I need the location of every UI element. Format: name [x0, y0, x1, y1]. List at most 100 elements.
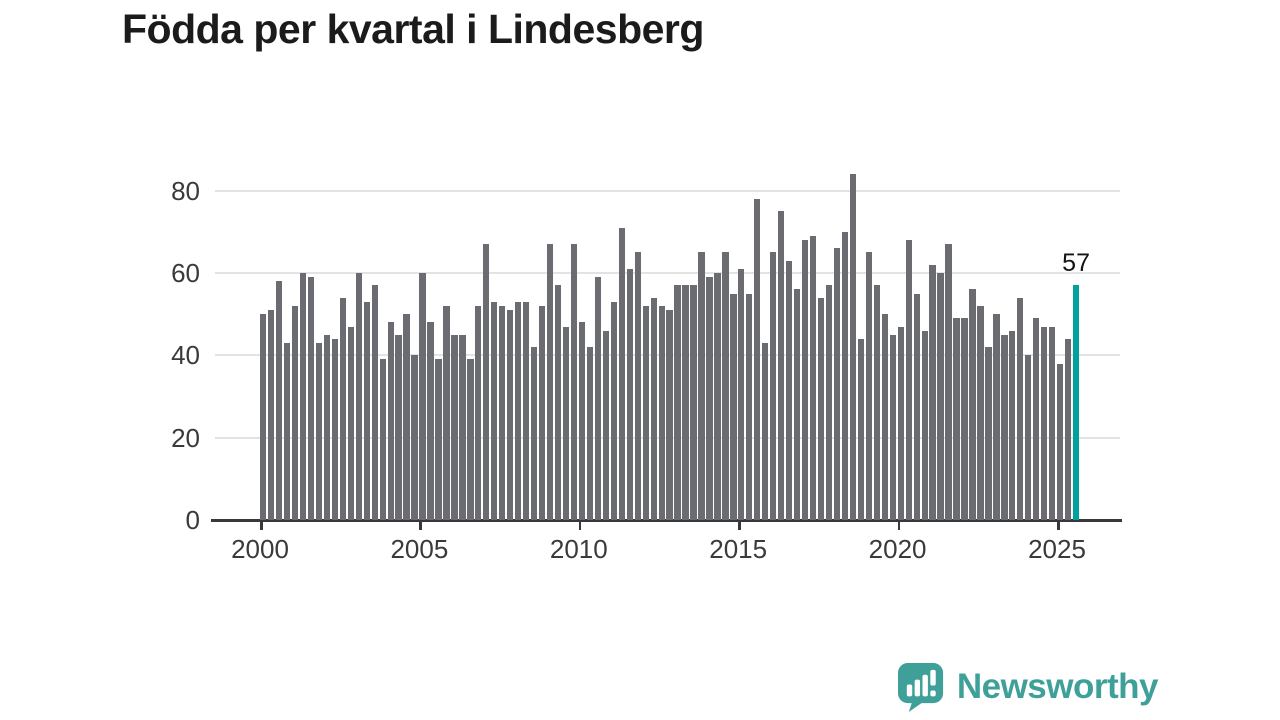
bar — [841, 231, 849, 520]
bar — [778, 211, 785, 520]
bar — [586, 347, 594, 520]
bar — [993, 314, 1000, 520]
bar — [674, 285, 681, 520]
bar — [260, 314, 267, 520]
bar — [698, 252, 705, 520]
bar — [523, 301, 530, 520]
x-tick-2015 — [738, 521, 741, 530]
newsworthy-logo: Newsworthy — [897, 662, 1159, 712]
bar — [554, 285, 562, 520]
bar — [507, 310, 514, 520]
bar — [578, 322, 586, 520]
bar — [546, 244, 554, 520]
bar — [746, 293, 753, 520]
bar — [722, 252, 729, 520]
bar — [762, 342, 769, 520]
y-tick-label-0: 0 — [185, 505, 200, 535]
bar — [770, 252, 777, 520]
bar — [491, 301, 498, 520]
x-tick-2025 — [1057, 521, 1060, 530]
x-tick-label-2005: 2005 — [390, 534, 449, 564]
bar — [1041, 326, 1048, 520]
bar — [833, 248, 841, 520]
gridline-60 — [215, 271, 1120, 274]
x-tick-2020 — [897, 521, 901, 530]
bar — [658, 305, 665, 520]
bar — [634, 252, 641, 520]
bar — [315, 342, 323, 520]
bar — [594, 277, 602, 520]
x-tick-label-2010: 2010 — [549, 534, 608, 564]
bar — [714, 272, 721, 520]
y-tick-label-40: 40 — [171, 340, 200, 371]
y-tick-label-80: 80 — [171, 175, 200, 206]
bar — [515, 301, 522, 520]
bar — [873, 285, 880, 520]
bar — [1025, 355, 1032, 520]
bar — [283, 342, 291, 520]
bar — [459, 334, 466, 520]
bar — [530, 347, 538, 520]
birth-bar-chart: 0 20 40 60 80 2000 2005 2010 2015 2020 2025 57 — [171, 150, 1122, 564]
bar — [355, 272, 362, 520]
bar — [435, 359, 442, 520]
bar — [865, 252, 873, 520]
bar — [331, 338, 339, 520]
bar — [929, 264, 936, 520]
bar — [825, 285, 833, 520]
bar — [1009, 330, 1016, 520]
bar — [849, 174, 857, 520]
bar — [371, 285, 378, 520]
bar — [339, 297, 346, 520]
bar — [937, 272, 944, 520]
bar — [953, 318, 960, 520]
bar — [1057, 363, 1064, 520]
bar — [626, 268, 633, 520]
latest-value-annotation: 57 — [1062, 249, 1090, 278]
bar — [921, 330, 928, 520]
bar — [817, 297, 825, 520]
newsworthy-logo-icon — [897, 662, 943, 712]
bar — [642, 305, 649, 520]
bar — [945, 244, 952, 520]
bar — [682, 285, 689, 520]
y-tick-label-20: 20 — [171, 422, 200, 453]
y-tick-label-60: 60 — [171, 257, 200, 288]
x-tick-label-2015: 2015 — [709, 534, 768, 564]
bar — [307, 277, 315, 520]
newsworthy-logo-text: Newsworthy — [956, 667, 1159, 706]
bar — [801, 240, 809, 520]
bar — [427, 322, 434, 520]
bar — [857, 338, 865, 520]
bar — [1033, 318, 1040, 520]
bar — [1001, 334, 1008, 520]
bar — [985, 347, 992, 520]
x-axis-line — [211, 518, 1122, 522]
x-tick-2005 — [419, 521, 422, 530]
bar — [475, 305, 482, 520]
bar — [738, 268, 745, 520]
bar — [1017, 297, 1024, 520]
bar — [467, 359, 474, 520]
bar — [411, 355, 418, 520]
bar — [602, 330, 609, 520]
bar — [275, 281, 283, 520]
bar — [977, 305, 984, 520]
bar — [379, 359, 386, 520]
x-tick-label-2025: 2025 — [1028, 534, 1086, 564]
bar — [961, 318, 968, 520]
bar — [905, 240, 912, 520]
bar — [889, 334, 896, 520]
bar — [562, 326, 570, 520]
bar — [419, 272, 426, 520]
bar — [913, 293, 920, 520]
bar — [618, 227, 625, 520]
gridline-80 — [215, 189, 1120, 192]
bar — [690, 285, 697, 520]
bar — [443, 305, 450, 520]
bar — [1064, 338, 1072, 520]
bar — [387, 322, 394, 520]
bar — [363, 301, 370, 520]
bar — [1049, 326, 1056, 520]
bar — [267, 310, 275, 520]
